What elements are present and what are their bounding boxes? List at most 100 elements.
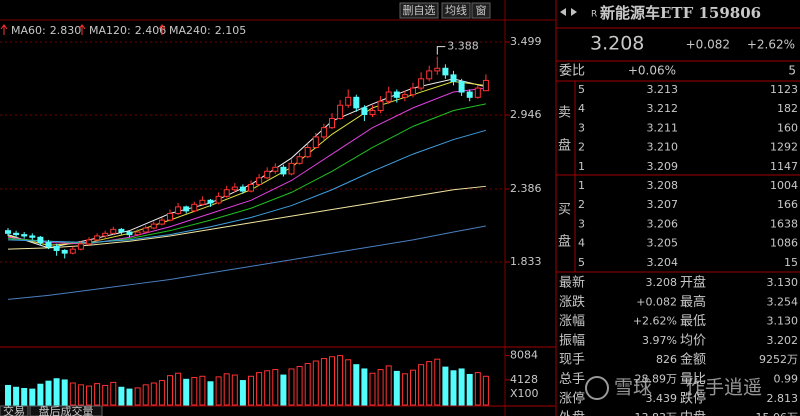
stat-label: 最新 (559, 275, 585, 291)
book-volume: 182 (777, 102, 798, 115)
candle-body (458, 80, 465, 93)
volume-bar (377, 369, 384, 406)
stat-value: 3.439 (646, 392, 678, 405)
legend-value: 2.830 (50, 24, 82, 37)
volume-bar (69, 382, 76, 406)
volume-bar (410, 369, 416, 406)
candle-body (69, 248, 76, 254)
volume-bar (175, 372, 182, 406)
volume-bar (248, 375, 254, 406)
candle-body (183, 206, 190, 212)
volume-bar (401, 373, 408, 406)
candle-body (280, 166, 287, 175)
volume-bar (466, 373, 473, 406)
weibi-pct: +0.06% (628, 64, 676, 78)
volume-bar (280, 374, 287, 406)
tab[interactable] (29, 405, 103, 416)
toolbar-button[interactable] (441, 2, 471, 19)
candle-body (231, 186, 238, 191)
candle-body (304, 146, 311, 158)
prev-arrow[interactable] (560, 8, 566, 16)
book-price: 3.208 (647, 179, 679, 192)
stat-label: 总手 (559, 372, 585, 387)
volume-tick-label: 8084 (510, 349, 538, 362)
stat-value: 3.97% (642, 334, 677, 347)
weibi-label: 委比 (559, 64, 585, 79)
next-arrow[interactable] (571, 8, 577, 16)
stat-label: 涨幅 (559, 314, 585, 329)
volume-bar (142, 384, 149, 406)
stat-label: 金额 (680, 352, 706, 368)
volume-bar (5, 384, 11, 406)
book-level: 4 (578, 102, 585, 115)
quote-name: 新能源车ETF 159806 (600, 4, 761, 22)
toolbar-button[interactable] (399, 2, 439, 19)
volume-bar (150, 382, 157, 406)
candle-body (158, 219, 165, 225)
candle-body (442, 67, 449, 76)
stat-value: 826 (656, 353, 677, 366)
volume-bar (272, 369, 279, 406)
toolbar-label[interactable]: 窗 (476, 3, 487, 17)
quote-prefix: R (591, 10, 597, 20)
legend-entry: MA120: 2.406 (89, 24, 166, 37)
watermark-logo (585, 376, 609, 400)
tab-label[interactable]: 交易 (3, 404, 25, 416)
book-price: 3.211 (647, 121, 679, 134)
volume-bar (312, 360, 319, 406)
candle-body (272, 166, 279, 172)
stat-label: 最高 (680, 294, 706, 310)
candle-body (288, 162, 295, 175)
buy-label: 买 (558, 203, 571, 218)
stat-value: 15.06万 (756, 411, 799, 416)
watermark: 雪球 (614, 377, 652, 399)
volume-bar (393, 370, 400, 406)
candle-body (13, 232, 20, 236)
toolbar-button[interactable] (471, 2, 491, 19)
tab-label[interactable]: 盘后成交量 (39, 404, 94, 416)
candle-body (215, 195, 222, 204)
legend-entry: MA60: 2.830 (11, 24, 81, 37)
toolbar-label[interactable]: 均线 (445, 3, 467, 17)
candle-body (239, 186, 246, 192)
book-level: 3 (578, 121, 585, 134)
stat-value: 3.254 (767, 295, 799, 308)
buy-label: 盘 (558, 234, 571, 250)
volume-bar (199, 375, 206, 406)
candle-body (102, 232, 109, 237)
stat-value: 28.89万 (635, 373, 678, 386)
volume-bar (231, 374, 238, 406)
book-volume: 1638 (770, 217, 798, 230)
candle-body (369, 110, 376, 115)
stat-value: 0.99 (774, 373, 799, 386)
candle-body (320, 127, 327, 138)
peak-pointer (436, 46, 446, 55)
candle-body (199, 199, 206, 205)
legend-value: 2.105 (215, 24, 247, 37)
candle-body (377, 100, 384, 112)
legend-entry: MA240: 2.105 (169, 24, 246, 37)
stat-label: 开盘 (680, 275, 706, 291)
book-price: 3.210 (647, 141, 679, 154)
volume-bar (450, 370, 457, 406)
candle-body (248, 183, 254, 192)
candle-body (110, 228, 117, 234)
volume-bar (77, 384, 84, 406)
candle-body (142, 227, 149, 233)
legend-name: MA120: (89, 24, 131, 37)
book-volume: 1086 (770, 237, 798, 250)
candle-body (410, 87, 416, 96)
volume-bar (296, 366, 303, 406)
book-volume: 15 (784, 256, 798, 269)
tab[interactable] (0, 405, 29, 416)
volume-bar (337, 355, 344, 406)
candle-body (312, 136, 319, 148)
volume-bar (86, 385, 92, 406)
volume-bar (239, 380, 246, 406)
peak-label: 3.388 (447, 40, 479, 53)
volume-bar (353, 364, 360, 406)
volume-bar (118, 386, 125, 406)
quote-price: 3.208 (590, 33, 644, 55)
y-tick-label: 2.386 (510, 182, 542, 195)
toolbar-label[interactable]: 删自选 (403, 4, 436, 17)
